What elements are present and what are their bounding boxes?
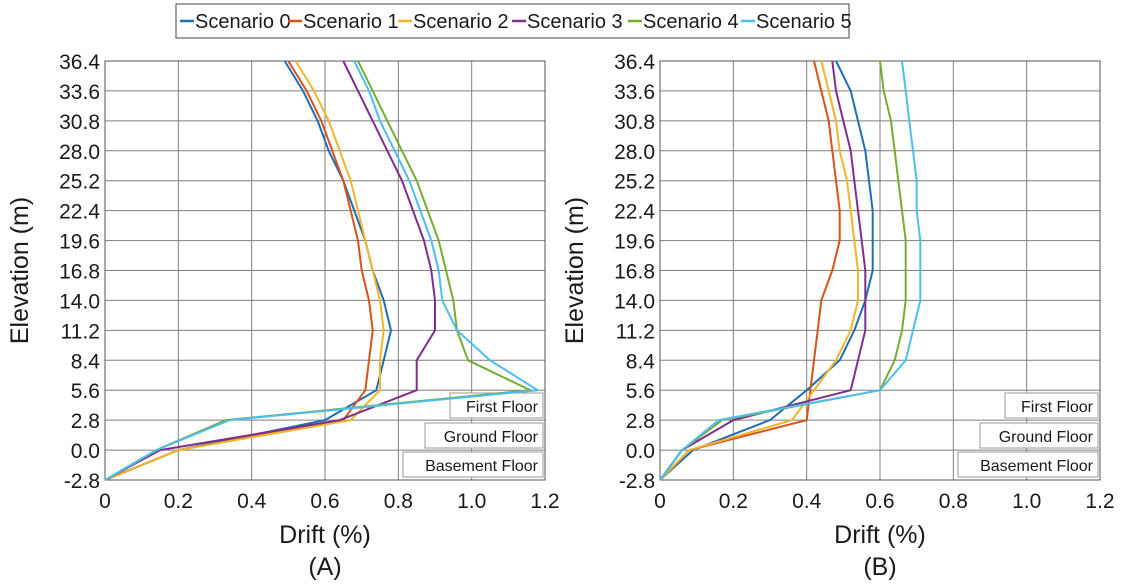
y-tick-label: 0.0 <box>71 440 100 463</box>
legend-label: Scenario 3 <box>527 11 623 33</box>
y-axis-title: Elevation (m) <box>6 197 34 344</box>
panel-a: First Floor Ground Floor Basement Floor 0 0.… <box>6 51 560 581</box>
floor-label-box <box>424 422 544 449</box>
legend: Scenario 0 Scenario 1 Scenario 2 Scenario 3… <box>175 3 852 39</box>
y-tick-label: 8.4 <box>71 350 101 373</box>
y-tick-label: 36.4 <box>614 51 655 74</box>
x-tick-label: 1.2 <box>1085 490 1114 513</box>
series-line-scenario-5 <box>104 60 539 481</box>
y-tick-label: 25.2 <box>614 171 655 194</box>
x-tick-label: 0 <box>99 490 111 513</box>
legend-label: Scenario 4 <box>643 11 739 33</box>
floor-label-text: Ground Floor <box>444 429 539 446</box>
x-tick-label: 0.6 <box>310 490 339 513</box>
y-tick-label: 19.6 <box>614 231 655 254</box>
x-tick-label: 1.2 <box>530 490 559 513</box>
x-tick-label: 1.0 <box>457 490 486 513</box>
series-line-scenario-2 <box>659 60 859 481</box>
floor-label-box <box>957 451 1099 478</box>
floor-label-text: Basement Floor <box>425 458 539 475</box>
floor-label-text: First Floor <box>466 399 539 416</box>
y-tick-label: 14.0 <box>59 290 100 313</box>
y-tick-label: -2.8 <box>64 470 100 493</box>
floor-label: First Floor <box>1004 392 1099 419</box>
floor-label-text: Ground Floor <box>999 429 1094 446</box>
y-tick-label: 5.6 <box>626 380 655 403</box>
legend-label: Scenario 0 <box>195 11 291 33</box>
y-tick-label: 8.4 <box>626 350 656 373</box>
y-tick-label: 11.2 <box>616 320 655 343</box>
floor-label-text: First Floor <box>1021 399 1094 416</box>
x-tick-label: 0.2 <box>719 490 748 513</box>
y-tick-label: 30.8 <box>614 111 655 134</box>
legend-label: Scenario 2 <box>413 11 509 33</box>
y-tick-label: 19.6 <box>59 231 100 254</box>
y-tick-label: -2.8 <box>619 470 655 493</box>
panel-label: (B) <box>863 553 896 581</box>
y-tick-label: 11.2 <box>61 320 100 343</box>
series-line-scenario-0 <box>659 60 874 481</box>
floor-label: First Floor <box>449 392 544 419</box>
x-axis-title: Drift (%) <box>279 521 371 549</box>
y-tick-label: 16.8 <box>614 261 655 284</box>
y-tick-label: 33.6 <box>59 81 100 104</box>
floor-label: Ground Floor <box>979 422 1099 449</box>
x-tick-label: 0.8 <box>384 490 413 513</box>
y-tick-label: 28.0 <box>59 141 100 164</box>
y-tick-label: 22.4 <box>59 201 100 224</box>
floor-label-box <box>1004 392 1099 419</box>
floor-label-text: Basement Floor <box>980 458 1094 475</box>
legend-label: Scenario 5 <box>756 11 852 33</box>
y-tick-label: 2.8 <box>626 410 655 433</box>
y-tick-label: 33.6 <box>614 81 655 104</box>
y-tick-label: 5.6 <box>71 380 100 403</box>
x-tick-label: 0.2 <box>164 490 193 513</box>
y-tick-label: 16.8 <box>59 261 100 284</box>
y-tick-label: 2.8 <box>71 410 100 433</box>
x-tick-label: 1.0 <box>1012 490 1041 513</box>
floor-label: Ground Floor <box>424 422 544 449</box>
y-tick-label: 14.0 <box>614 290 655 313</box>
floor-label: Basement Floor <box>402 451 544 478</box>
series-line-scenario-5 <box>659 60 922 481</box>
x-axis-title: Drift (%) <box>834 521 926 549</box>
x-tick-label: 0.8 <box>939 490 968 513</box>
y-tick-label: 36.4 <box>59 51 100 74</box>
x-tick-label: 0.6 <box>865 490 894 513</box>
plot-frame <box>104 60 546 481</box>
x-tick-label: 0.4 <box>237 490 267 513</box>
legend-label: Scenario 1 <box>303 11 399 33</box>
y-axis-title: Elevation (m) <box>561 197 589 344</box>
series-line-scenario-1 <box>104 60 374 481</box>
x-tick-label: 0.4 <box>792 490 822 513</box>
floor-label-box <box>979 422 1099 449</box>
x-tick-label: 0 <box>654 490 666 513</box>
series-line-scenario-2 <box>104 60 385 481</box>
series-line-scenario-1 <box>659 60 841 481</box>
floor-label: Basement Floor <box>957 451 1099 478</box>
y-tick-label: 30.8 <box>59 111 100 134</box>
y-tick-label: 0.0 <box>626 440 655 463</box>
y-tick-label: 22.4 <box>614 201 655 224</box>
y-tick-label: 28.0 <box>614 141 655 164</box>
panel-label: (A) <box>308 553 341 581</box>
floor-label-box <box>402 451 544 478</box>
y-tick-label: 25.2 <box>59 171 100 194</box>
panel-b: First Floor Ground Floor Basement Floor 0 0.… <box>561 51 1115 581</box>
series-line-scenario-3 <box>104 60 436 481</box>
